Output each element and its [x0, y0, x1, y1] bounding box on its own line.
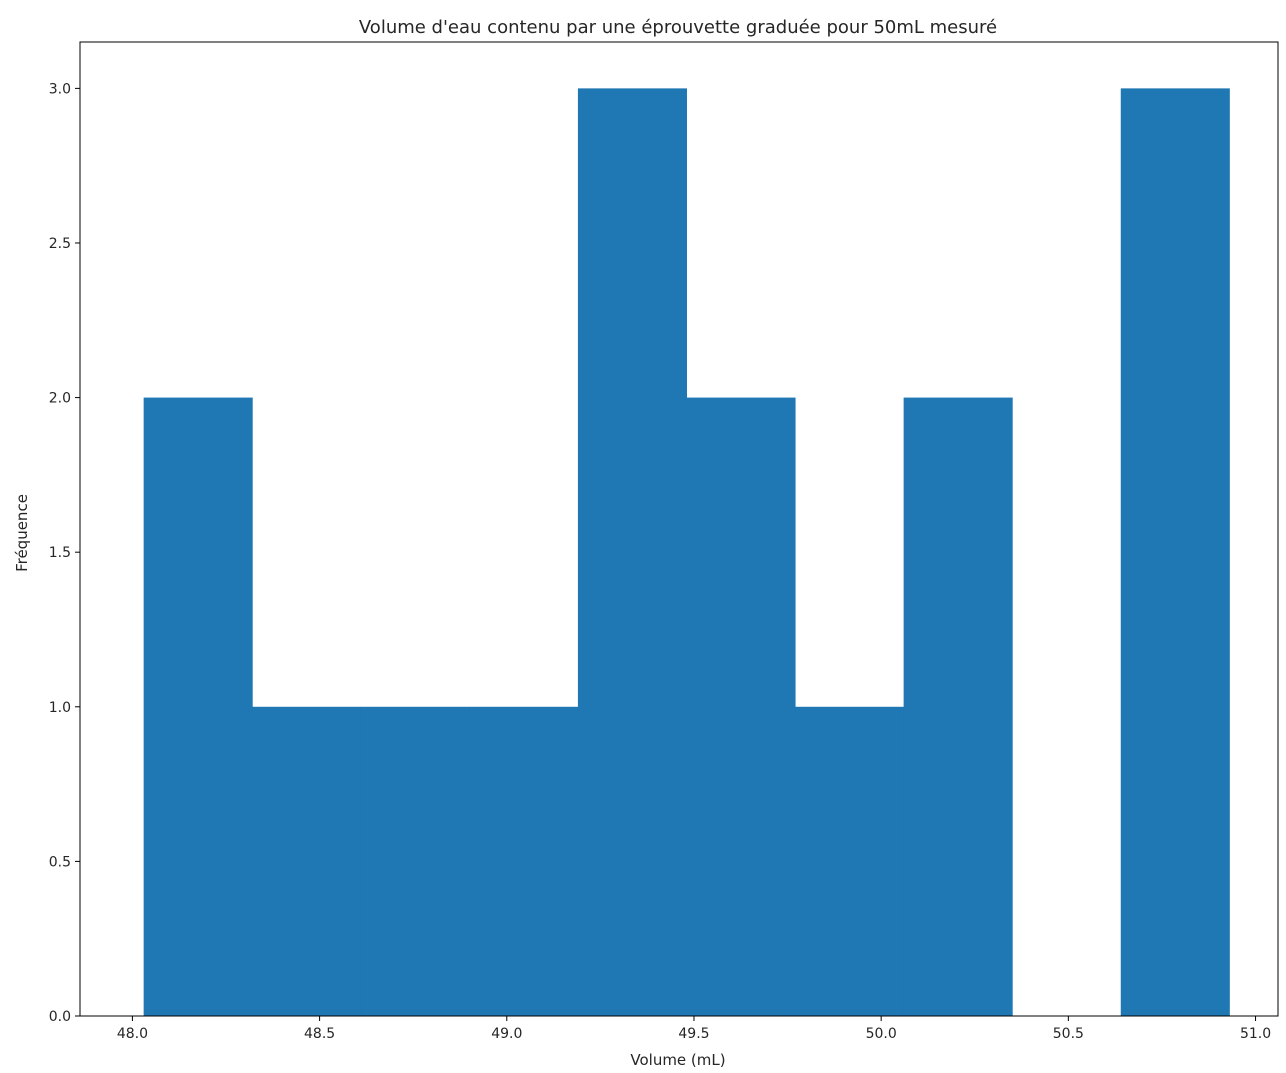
y-tick-label: 2.0 [49, 391, 71, 407]
bars-group [143, 88, 1230, 1017]
histogram-bar [577, 88, 687, 1016]
x-axis-label: Volume (mL) [630, 1051, 725, 1069]
chart-title: Volume d'eau contenu par une éprouvette … [359, 17, 997, 38]
x-tick-label: 50.0 [866, 1026, 897, 1042]
y-tick-label: 2.5 [49, 236, 71, 252]
x-tick-label: 51.0 [1240, 1026, 1271, 1042]
y-tick-label: 3.0 [49, 81, 71, 97]
y-tick-label: 1.0 [49, 700, 71, 716]
histogram-bar [903, 397, 1013, 1017]
x-tick-label: 48.0 [117, 1026, 148, 1042]
plot-frame [79, 41, 1279, 1017]
histogram-bar [795, 706, 905, 1016]
histogram-bar [252, 706, 362, 1016]
y-axis-label: Fréquence [13, 494, 31, 572]
histogram-bar [360, 706, 470, 1016]
histogram-bar [469, 706, 579, 1016]
x-tick-label: 48.5 [304, 1026, 335, 1042]
y-axis-ticks: 0.0 0.5 1.0 1.5 2.0 2.5 3.0 [49, 81, 80, 1025]
x-axis-ticks: 48.0 48.5 49.0 49.5 50.0 50.5 51.0 [117, 1016, 1271, 1042]
x-tick-label: 49.5 [678, 1026, 709, 1042]
x-tick-label: 49.0 [491, 1026, 522, 1042]
y-tick-label: 1.5 [49, 545, 71, 561]
histogram-bar [686, 397, 796, 1017]
histogram-bar [143, 397, 253, 1017]
x-tick-label: 50.5 [1053, 1026, 1084, 1042]
y-tick-label: 0.0 [49, 1009, 71, 1025]
histogram-bar [1120, 88, 1230, 1016]
y-tick-label: 0.5 [49, 854, 71, 870]
